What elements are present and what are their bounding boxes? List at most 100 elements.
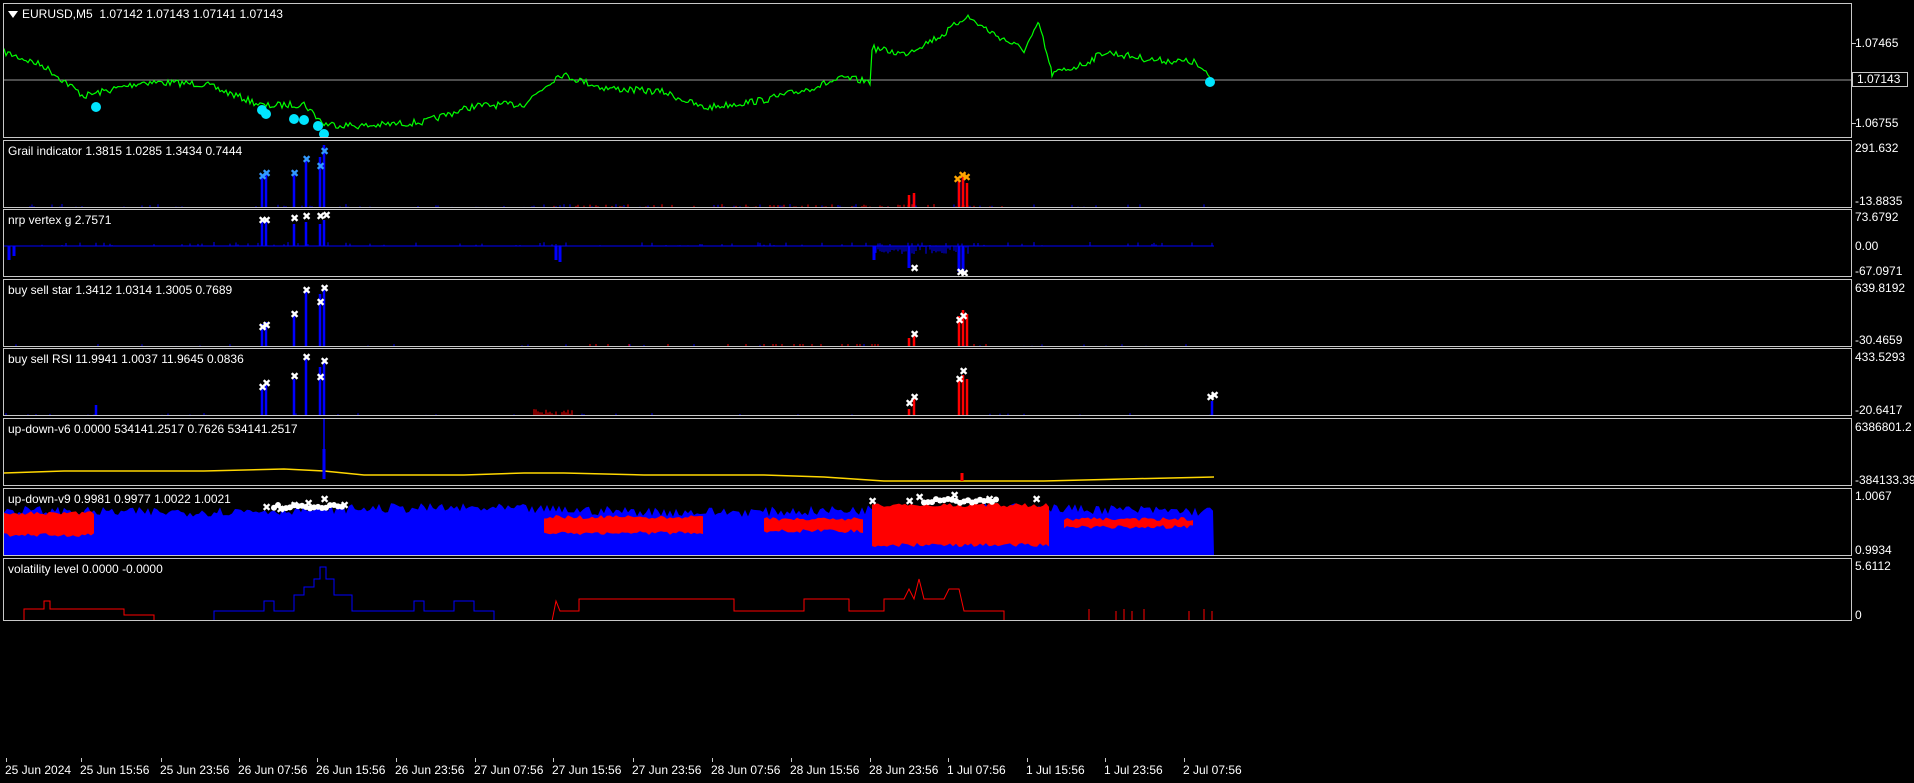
indicator-title: buy sell RSI 11.9941 1.0037 11.9645 0.08… [8, 352, 244, 366]
signal-cross: ✖ [262, 214, 271, 227]
indicator-top-label: 291.632 [1855, 141, 1899, 155]
signal-cross: ✖ [302, 153, 311, 166]
indicator-top-label: 73.6792 [1855, 210, 1899, 224]
signal-cross: ✖ [959, 365, 968, 378]
buy-sell-rsi-pane[interactable]: buy sell RSI 11.9941 1.0037 11.9645 0.08… [3, 348, 1852, 416]
collapse-arrow-icon[interactable] [8, 11, 18, 19]
indicator-title: volatility level 0.0000 -0.0000 [8, 562, 163, 576]
down-area [544, 515, 703, 535]
volatility-sell-line [551, 578, 1005, 620]
time-tick [553, 758, 554, 762]
up-down-v6-pane[interactable]: up-down-v6 0.0000 534141.2517 0.7626 534… [3, 418, 1852, 486]
buy-sell-star-pane[interactable]: buy sell star 1.3412 1.0314 1.3005 0.768… [3, 279, 1852, 347]
time-tick [81, 758, 82, 762]
price-line-svg [4, 14, 1851, 137]
signal-cross: ✖ [262, 319, 271, 332]
up-down-v9-pane[interactable]: up-down-v9 0.9981 0.9977 1.0022 1.0021 ✖… [3, 488, 1852, 556]
ma-line [4, 468, 1215, 482]
time-tick [239, 758, 240, 762]
grail-indicator-svg: ✖✖ ✖✖✖✖✖✖✖ [29, 145, 1209, 207]
signal-cross: ✖ [1210, 389, 1219, 402]
signal-cross: ✖ [953, 173, 962, 186]
y-tick [1852, 123, 1856, 124]
signal-dot [993, 496, 999, 503]
time-label: 27 Jun 07:56 [474, 763, 544, 777]
time-tick [712, 758, 713, 762]
signal-marker [319, 129, 329, 137]
indicator-bottom-label: -20.6417 [1855, 403, 1903, 417]
time-tick [161, 758, 162, 762]
signal-cross: ✖ [905, 397, 914, 410]
time-label: 1 Jul 07:56 [947, 763, 1006, 777]
price-chart-pane[interactable]: EURUSD,M5 1.07142 1.07143 1.07141 1.0714… [3, 3, 1852, 138]
signal-cross: ✖ [258, 381, 267, 394]
current-price-tag: 1.07143 [1852, 72, 1908, 87]
buy-sell-star-svg: ✖✖✖✖✖✖✖✖✖ [15, 282, 1187, 346]
indicator-bottom-label: -30.4659 [1855, 333, 1903, 347]
time-label: 26 Jun 15:56 [316, 763, 386, 777]
indicator-title: up-down-v9 0.9981 0.9977 1.0022 1.0021 [8, 492, 231, 506]
down-area [872, 503, 1049, 547]
indicator-title: up-down-v6 0.0000 534141.2517 0.7626 534… [8, 422, 298, 436]
signal-cross: ✖ [962, 171, 971, 184]
indicator-top-label: 5.6112 [1855, 559, 1891, 573]
indicator-bottom-label: 0 [1855, 608, 1862, 622]
up-down-v9-svg: ✖✖✖✖✖✖✖✖✖✖✖✖ [4, 489, 1214, 555]
time-label: 26 Jun 07:56 [238, 763, 308, 777]
signal-cross: ✖ [955, 373, 964, 386]
indicator-title: nrp vertex g 2.7571 [8, 213, 112, 227]
indicator-top-label: 639.8192 [1855, 281, 1906, 295]
signal-dot [339, 503, 345, 510]
signal-cross: ✖ [955, 314, 964, 327]
indicator-top-label: 1.0067 [1855, 489, 1892, 503]
signal-marker [299, 115, 309, 125]
signal-cross: ✖ [320, 145, 329, 158]
time-tick [1105, 758, 1106, 762]
price-line [4, 14, 1213, 130]
signal-cross: ✖ [290, 370, 299, 383]
signal-cross: ✖ [262, 377, 271, 390]
price-label-low: 1.06755 [1855, 116, 1899, 130]
signal-cross: ✖ [910, 391, 919, 404]
time-label: 28 Jun 07:56 [711, 763, 781, 777]
chart-title: EURUSD,M5 1.07142 1.07143 1.07141 1.0714… [8, 7, 283, 21]
signal-cross: ✖ [290, 212, 299, 225]
indicator-title: buy sell star 1.3412 1.0314 1.3005 0.768… [8, 283, 233, 297]
indicator-bottom-label: -13.8835 [1855, 194, 1903, 208]
y-tick [1852, 43, 1856, 44]
signal-marker [289, 114, 299, 124]
grail-indicator-pane[interactable]: Grail indicator 1.3815 1.0285 1.3434 0.7… [3, 140, 1852, 208]
price-label-high: 1.07465 [1855, 36, 1899, 50]
signal-cross: ✖ [258, 170, 267, 183]
signal-cross: ✖ [316, 296, 325, 309]
down-area [764, 517, 863, 533]
signal-cross: ✖ [960, 267, 969, 277]
time-label: 25 Jun 15:56 [80, 763, 150, 777]
indicator-bottom-label: -67.0971 [1855, 264, 1903, 278]
volatility-level-pane[interactable]: volatility level 0.0000 -0.0000 [3, 558, 1852, 621]
nrp-vertex-pane[interactable]: nrp vertex g 2.7571 ✖ ✖ ✖ ✖ ✖ ✖ ✖ ✖ ✖ [3, 209, 1852, 277]
signal-cross: ✖ [262, 167, 271, 180]
nrp-vertex-svg: ✖✖ ✖ ✖ ✖✖✖ ✖✖ [4, 210, 1214, 277]
signal-cross: ✖ [258, 321, 267, 334]
signal-cross: ✖ [320, 282, 329, 295]
signal-cross: ✖ [910, 328, 919, 341]
signal-cross: ✖ [316, 371, 325, 384]
time-label: 2 Jul 07:56 [1183, 763, 1242, 777]
ohlc-label: 1.07142 1.07143 1.07141 1.07143 [99, 7, 283, 21]
signal-cross: ✖ [302, 284, 311, 297]
indicator-top-label: 433.5293 [1855, 350, 1906, 364]
indicator-title: Grail indicator 1.3815 1.0285 1.3434 0.7… [8, 144, 243, 158]
signal-cross: ✖ [905, 495, 914, 508]
signal-cross: ✖ [302, 351, 311, 364]
indicator-mid-label: 0.00 [1855, 239, 1879, 253]
signal-dot [275, 502, 281, 509]
signal-marker [261, 109, 271, 119]
signal-cross: ✖ [910, 262, 919, 275]
volatility-sell-line [23, 600, 155, 620]
volatility-buy-line [213, 566, 495, 620]
signal-cross: ✖ [302, 210, 311, 223]
signal-cross: ✖ [304, 497, 313, 510]
time-label: 25 Jun 2024 [5, 763, 72, 777]
time-tick [1184, 758, 1185, 762]
